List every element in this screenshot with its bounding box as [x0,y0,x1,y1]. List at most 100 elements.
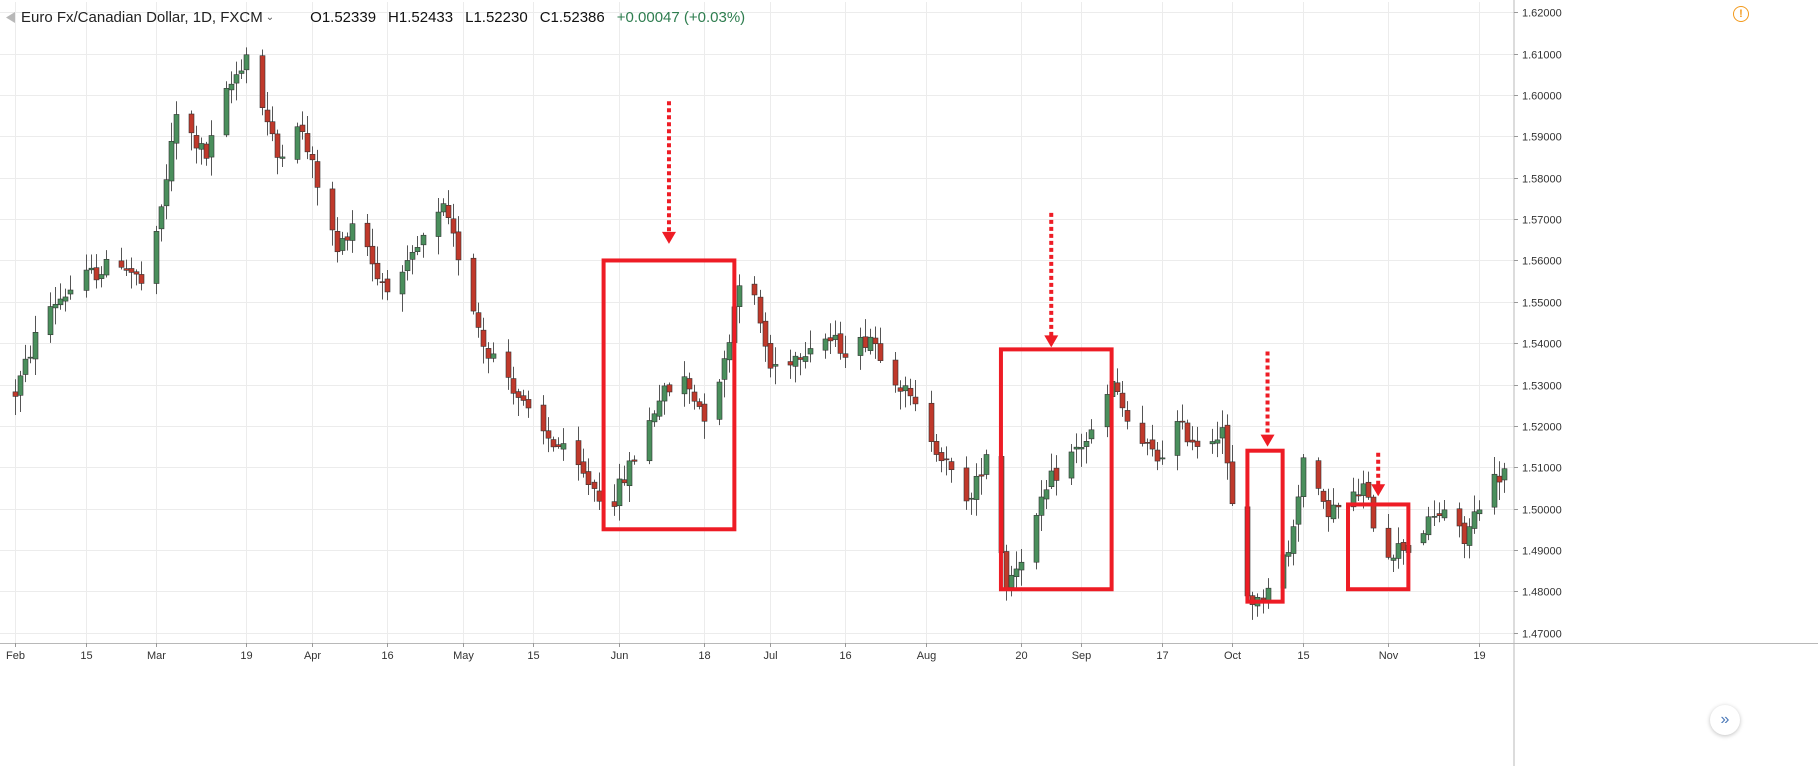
y-tick-label: 1.48000 [1522,587,1562,599]
candle [973,463,980,516]
candle [188,110,195,151]
candle [1119,381,1126,417]
candle [67,275,74,300]
collapse-icon[interactable] [6,12,15,23]
candle [721,350,728,398]
candle [414,236,421,256]
candle [384,270,391,301]
scroll-to-realtime-button[interactable]: » [1710,705,1740,735]
candle [480,317,487,364]
candle [1315,457,1322,496]
candle [912,379,919,412]
time-axis[interactable]: Feb 15 Mar 19 Apr 16 May 15 Jun 18 Jul 16 Aug 20 Sep 17… [0,643,1818,662]
candle [314,149,321,206]
candle [872,326,879,359]
candle [585,458,592,495]
x-tick-label: 19 [240,650,252,662]
candle [1068,444,1075,485]
y-tick-label: 1.51000 [1522,463,1562,475]
y-tick-label: 1.54000 [1522,339,1562,351]
x-tick-label: Sep [1072,650,1092,662]
candle [1476,500,1483,521]
highlight-box[interactable] [1245,448,1285,604]
candle [1149,424,1156,457]
candle [1159,440,1166,465]
down-arrow-icon[interactable] [1371,452,1386,497]
candle [259,49,266,116]
candle [455,216,462,276]
y-tick-label: 1.52000 [1522,422,1562,434]
candle [299,111,306,140]
candle [138,261,145,291]
candle [304,116,311,160]
candle [1088,419,1095,444]
down-arrow-icon[interactable] [1260,351,1275,447]
candle [1365,471,1372,500]
down-arrow-icon[interactable] [1044,212,1059,348]
candle [928,390,935,452]
candle [591,479,598,502]
x-tick-label: May [453,650,474,662]
symbol-title[interactable]: Euro Fx/Canadian Dollar, 1D, FXCM [21,8,263,26]
highlight-box[interactable] [998,347,1114,592]
candle [153,225,160,295]
y-tick-label: 1.47000 [1522,629,1562,641]
candle [435,197,442,255]
candle [822,333,829,359]
chevron-down-icon[interactable]: ⌄ [265,11,275,23]
annotations[interactable] [601,101,1411,604]
candle [269,106,276,142]
candle [877,327,884,364]
candle [616,463,623,521]
candle [1420,530,1427,546]
candle [1174,410,1181,471]
candle [1229,445,1236,506]
candle [208,120,215,176]
candle [726,334,733,373]
candle [1194,426,1201,459]
candle [1290,519,1297,566]
candle [193,125,200,164]
x-tick-label: Mar [147,650,166,662]
candle [807,330,814,363]
candle [1285,540,1292,567]
candle [907,378,914,406]
candle [1053,455,1060,496]
candle [17,370,24,412]
candle [339,231,346,255]
candle [57,283,64,310]
change-value: +0.00047 (+0.03%) [616,8,746,26]
candle [757,289,764,333]
candle [772,347,779,385]
candle [420,232,427,258]
candle [103,250,110,278]
candle [1124,401,1131,430]
candle [1214,421,1221,458]
y-tick-label: 1.60000 [1522,91,1562,103]
candle [233,61,240,101]
candle [264,91,271,136]
candle [651,410,658,427]
candle [158,204,165,242]
candle [279,144,286,167]
highlight-box[interactable] [1346,502,1411,592]
candle [118,247,125,270]
candle [646,407,653,465]
candle [1501,462,1508,493]
candle [767,334,774,378]
candle [1491,456,1498,515]
candle [1330,488,1337,523]
down-arrow-icon[interactable] [661,101,676,244]
candle [47,292,54,343]
candle [52,287,59,325]
x-tick-label: 15 [527,650,539,662]
candle [802,341,809,369]
open-value: O1.52339 [310,8,377,26]
candle [1385,514,1392,560]
highlight-box[interactable] [601,258,737,532]
candle [238,59,245,80]
alert-icon[interactable]: ! [1733,6,1749,22]
price-axis[interactable]: 1.62000 1.61000 1.60000 1.59000 1.58000 1.570… [1513,0,1562,766]
